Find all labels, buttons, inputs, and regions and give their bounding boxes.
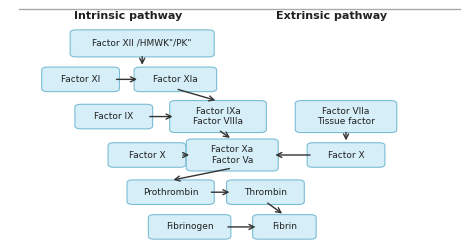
FancyBboxPatch shape <box>307 143 385 167</box>
FancyBboxPatch shape <box>148 215 231 239</box>
Text: Factor XIa: Factor XIa <box>153 75 198 84</box>
Text: Factor Xa
Factor Va: Factor Xa Factor Va <box>211 145 253 165</box>
FancyBboxPatch shape <box>186 139 278 171</box>
FancyBboxPatch shape <box>227 180 304 204</box>
FancyBboxPatch shape <box>127 180 214 204</box>
FancyBboxPatch shape <box>108 143 186 167</box>
Text: Intrinsic pathway: Intrinsic pathway <box>74 11 182 21</box>
FancyBboxPatch shape <box>134 67 217 92</box>
FancyBboxPatch shape <box>70 30 214 57</box>
Text: Fibrin: Fibrin <box>272 222 297 231</box>
Text: Prothrombin: Prothrombin <box>143 188 199 197</box>
FancyBboxPatch shape <box>75 104 153 129</box>
FancyBboxPatch shape <box>253 215 316 239</box>
Text: Factor XII /HMWK"/PK": Factor XII /HMWK"/PK" <box>92 39 192 48</box>
FancyBboxPatch shape <box>42 67 119 92</box>
Text: Factor X: Factor X <box>328 151 365 159</box>
Text: Factor IX: Factor IX <box>94 112 133 121</box>
Text: Thrombin: Thrombin <box>244 188 287 197</box>
FancyBboxPatch shape <box>295 101 397 132</box>
Text: Factor IXa
Factor VIIIa: Factor IXa Factor VIIIa <box>193 107 243 126</box>
FancyBboxPatch shape <box>170 101 266 132</box>
Text: Factor X: Factor X <box>128 151 165 159</box>
Text: Fibrinogen: Fibrinogen <box>166 222 213 231</box>
Text: Factor XI: Factor XI <box>61 75 100 84</box>
Text: Factor VIIa
Tissue factor: Factor VIIa Tissue factor <box>317 107 375 126</box>
Text: Extrinsic pathway: Extrinsic pathway <box>276 11 387 21</box>
